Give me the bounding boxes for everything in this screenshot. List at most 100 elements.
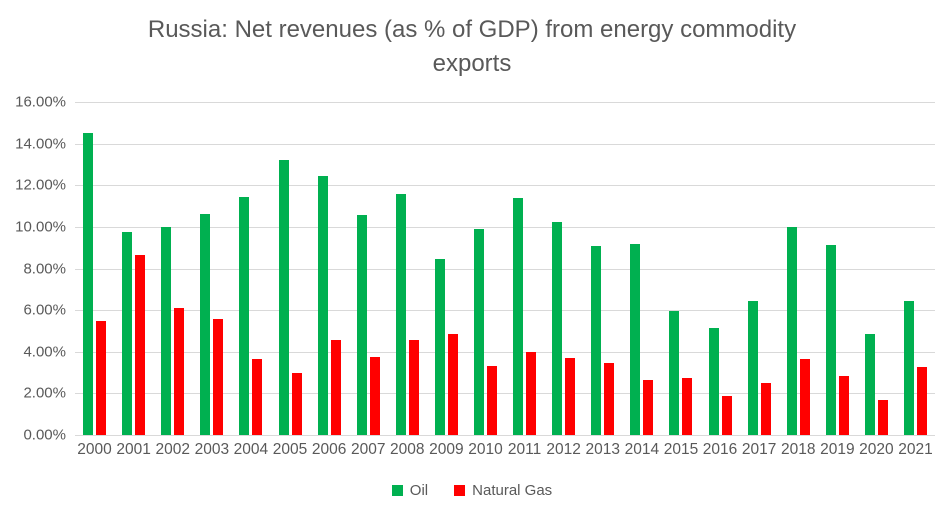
gridline <box>75 435 935 436</box>
bar-group-2016 <box>701 102 740 435</box>
legend-swatch-natural-gas <box>454 485 466 496</box>
legend-item-natural-gas: Natural Gas <box>454 482 552 499</box>
bar-oil <box>395 193 406 435</box>
bar-oil <box>317 175 328 435</box>
bar-group-2021 <box>896 102 935 435</box>
x-axis: 2000 2001 2002 2003 2004 2005 2006 2007 2008 2009… <box>75 441 935 459</box>
bar-natural-gas <box>565 358 576 435</box>
x-tick-label: 2002 <box>155 441 190 458</box>
x-tick-label: 2020 <box>859 441 894 458</box>
bar-oil <box>904 300 915 435</box>
bar-group-2001 <box>114 102 153 435</box>
bar-oil <box>239 196 250 435</box>
x-tick-label: 2017 <box>741 441 777 458</box>
bar-oil <box>747 300 758 435</box>
bar-oil <box>356 215 367 435</box>
gridline <box>75 310 935 311</box>
bar-group-2019 <box>818 102 857 435</box>
bar-series-container <box>75 102 935 435</box>
bar-group-2003 <box>192 102 231 435</box>
bar-oil <box>708 327 719 435</box>
bar-group-2010 <box>466 102 505 435</box>
x-tick-label: 2007 <box>350 441 386 458</box>
bar-oil <box>434 259 445 435</box>
legend-swatch-oil <box>391 485 403 496</box>
bar-natural-gas <box>174 308 185 435</box>
bar-oil <box>825 244 836 435</box>
x-tick-label: 2014 <box>624 441 660 458</box>
bar-oil <box>864 334 875 435</box>
x-tick-label: 2009 <box>429 441 464 458</box>
bar-natural-gas <box>721 395 732 435</box>
bar-oil <box>552 221 563 435</box>
y-tick-label: 0.00% <box>23 426 66 444</box>
x-tick-label: 2000 <box>77 441 112 458</box>
bar-group-2005 <box>270 102 309 435</box>
x-tick-label: 2011 <box>507 441 542 458</box>
bar-group-2000 <box>75 102 114 435</box>
bar-oil <box>161 226 172 435</box>
plot-area <box>75 102 935 436</box>
y-tick-label: 2.00% <box>23 384 66 402</box>
y-tick-label: 12.00% <box>15 176 66 194</box>
bar-oil <box>473 229 484 435</box>
bar-natural-gas <box>526 351 537 435</box>
bar-natural-gas <box>408 340 419 435</box>
x-tick-label: 2021 <box>898 441 933 458</box>
bar-group-2017 <box>740 102 779 435</box>
bar-group-2015 <box>661 102 700 435</box>
x-tick-label: 2005 <box>272 441 308 458</box>
bar-oil <box>122 232 133 435</box>
gridline <box>75 227 935 228</box>
y-tick-label: 10.00% <box>15 218 66 236</box>
y-tick-label: 16.00% <box>15 93 66 111</box>
legend-item-oil: Oil <box>391 482 428 499</box>
bar-group-2011 <box>505 102 544 435</box>
bar-oil <box>83 133 94 435</box>
bar-group-2006 <box>310 102 349 435</box>
bar-natural-gas <box>799 359 810 435</box>
bar-natural-gas <box>917 367 928 435</box>
bar-natural-gas <box>486 366 497 435</box>
bar-natural-gas <box>447 334 458 435</box>
bar-natural-gas <box>252 359 263 435</box>
x-tick-label: 2018 <box>780 441 816 458</box>
bar-group-2009 <box>427 102 466 435</box>
bar-natural-gas <box>682 377 693 435</box>
x-tick-label: 2019 <box>820 441 855 458</box>
y-axis: 0.00% 2.00% 4.00% 6.00% 8.00% 10.00% 12.00% 14.… <box>0 94 66 444</box>
bar-natural-gas <box>760 383 771 435</box>
bar-natural-gas <box>291 372 302 435</box>
bar-oil <box>513 197 524 435</box>
bar-group-2008 <box>388 102 427 435</box>
bar-oil <box>278 160 289 435</box>
x-tick-label: 2012 <box>546 441 581 458</box>
bar-natural-gas <box>838 375 849 435</box>
bar-group-2007 <box>349 102 388 435</box>
gridline <box>75 352 935 353</box>
x-tick-label: 2008 <box>390 441 425 458</box>
y-tick-label: 14.00% <box>15 135 66 153</box>
x-tick-label: 2015 <box>663 441 699 458</box>
bar-natural-gas <box>877 399 888 435</box>
chart-title: Russia: Net revenues (as % of GDP) from … <box>147 16 797 77</box>
gridline <box>75 102 935 103</box>
bar-natural-gas <box>604 363 615 435</box>
legend: Oil Natural Gas <box>0 482 944 499</box>
bar-natural-gas <box>96 320 107 435</box>
bar-group-2013 <box>583 102 622 435</box>
x-tick-label: 2013 <box>585 441 620 458</box>
x-tick-label: 2004 <box>233 441 269 458</box>
bar-natural-gas <box>643 379 654 435</box>
gridline <box>75 185 935 186</box>
bar-natural-gas <box>369 357 380 435</box>
x-tick-label: 2003 <box>194 441 230 458</box>
gridline <box>75 144 935 145</box>
y-tick-label: 8.00% <box>23 260 66 278</box>
bar-oil <box>669 311 680 435</box>
legend-label: Natural Gas <box>472 482 553 499</box>
bar-group-2014 <box>622 102 661 435</box>
x-tick-label: 2010 <box>468 441 503 458</box>
bar-natural-gas <box>330 340 341 435</box>
